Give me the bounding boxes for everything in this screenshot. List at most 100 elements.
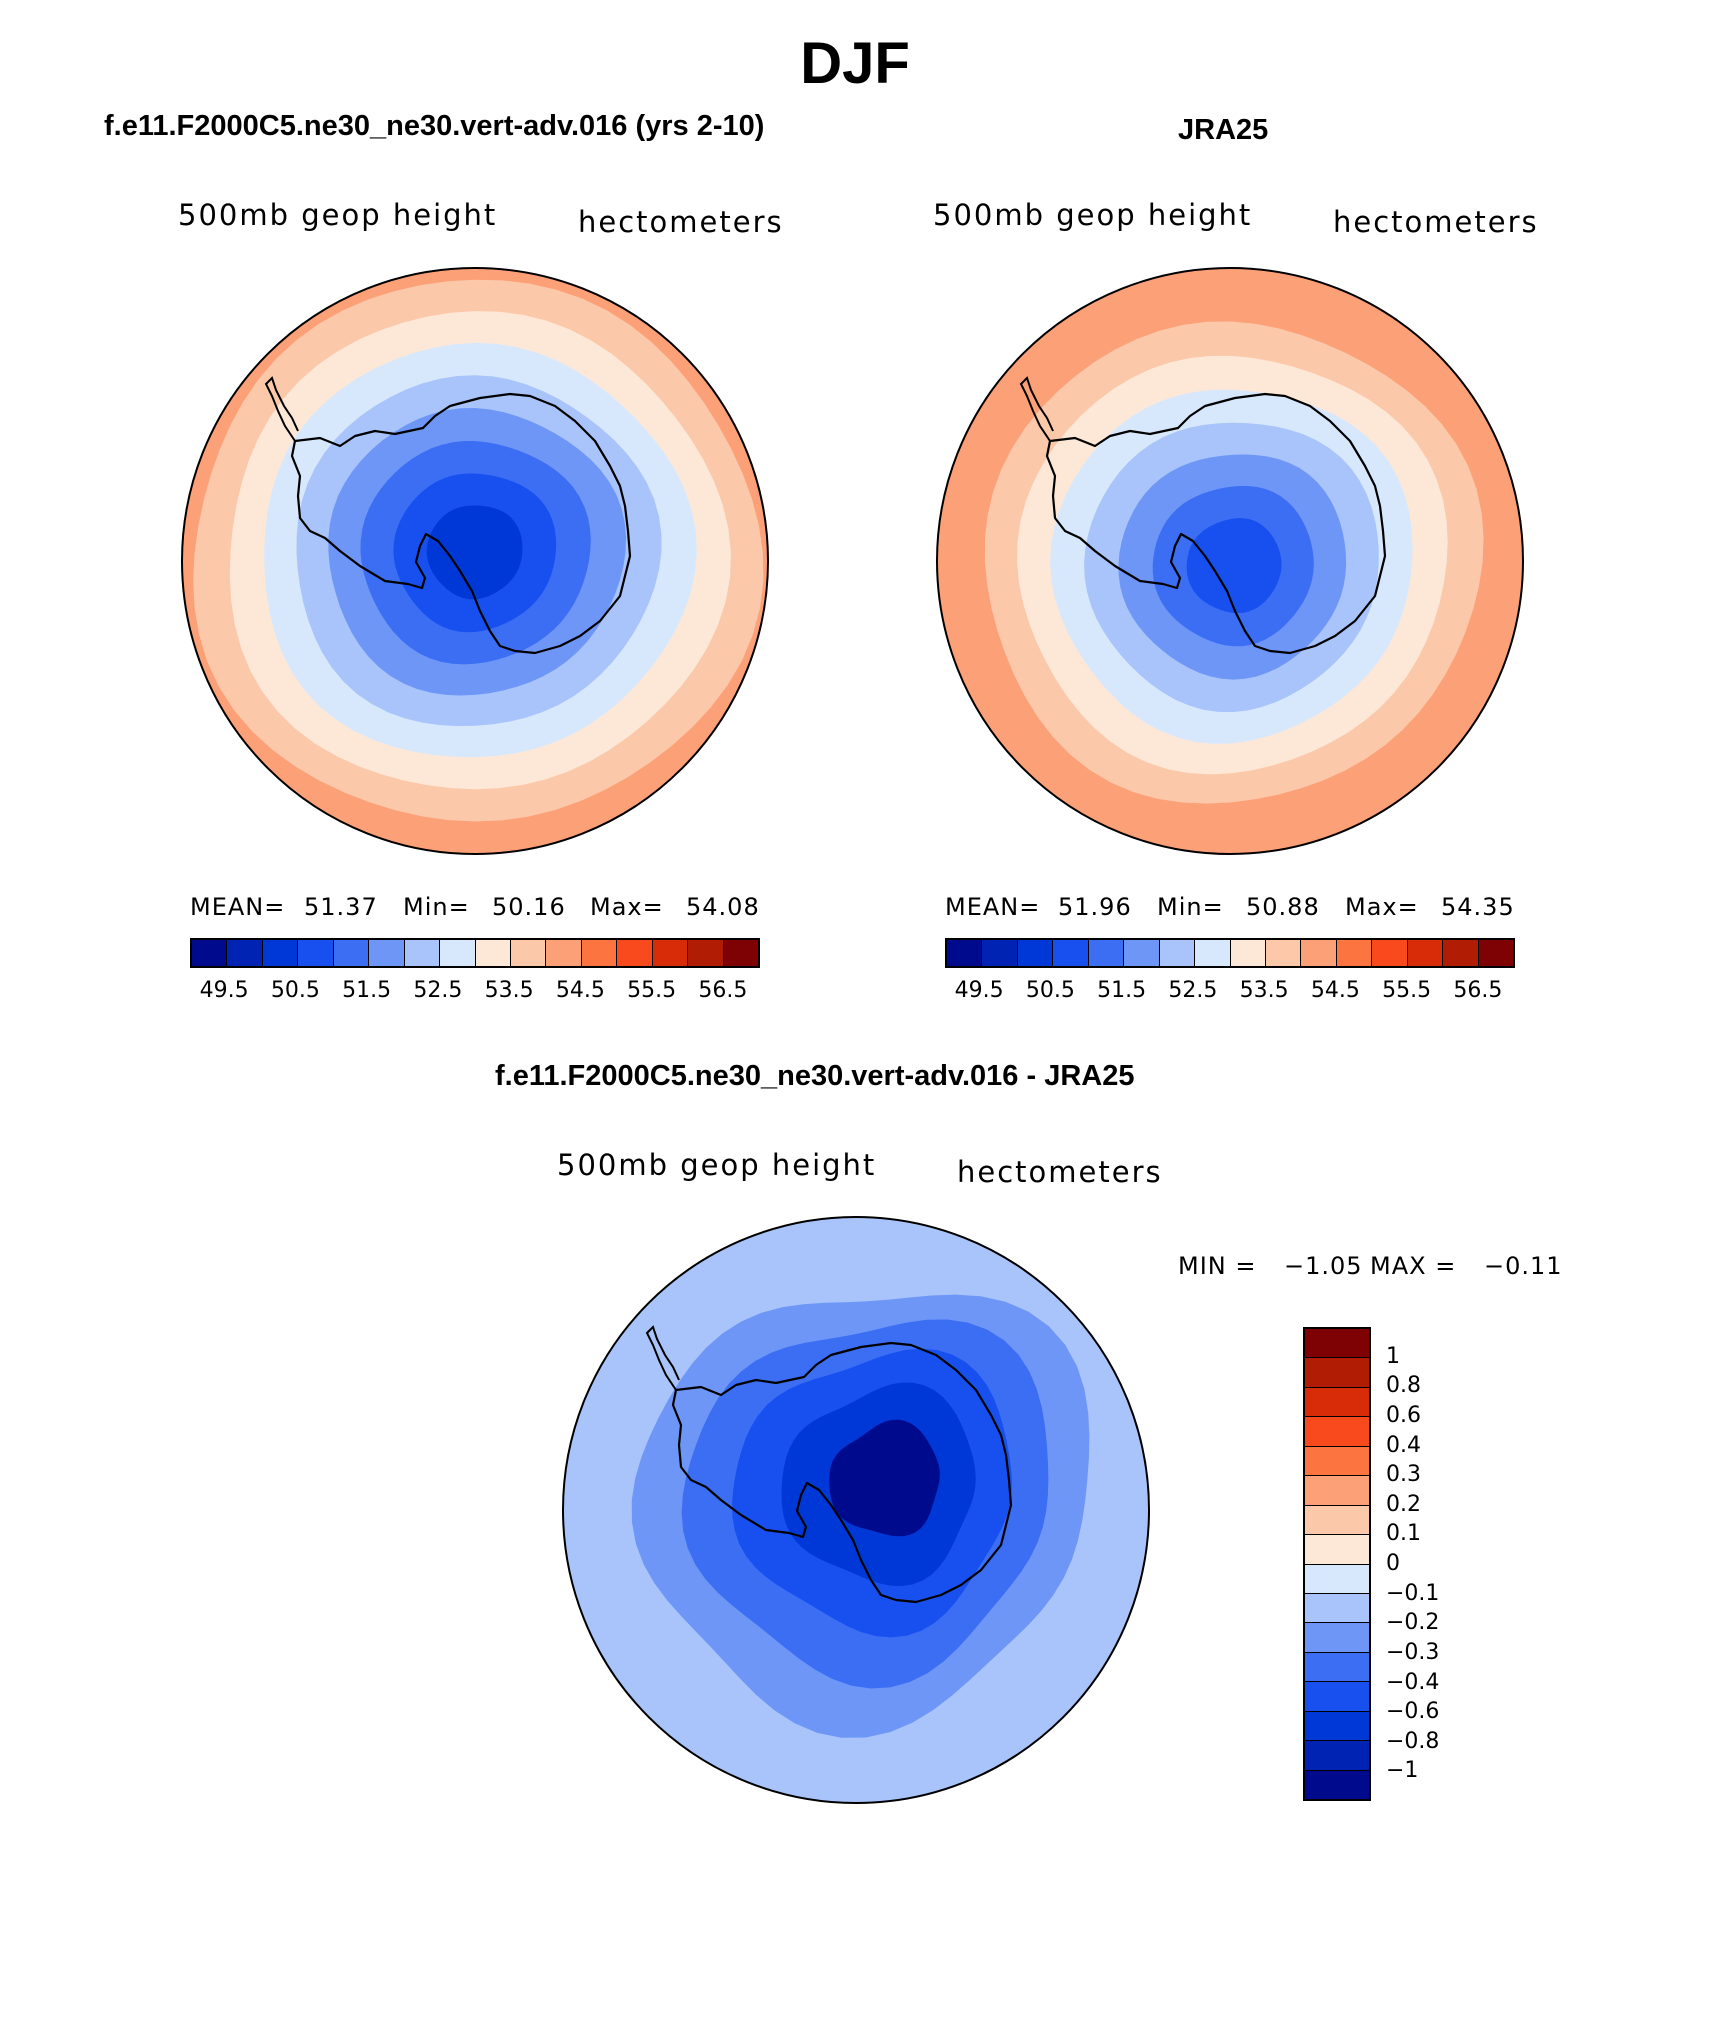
panel2-min-value: 50.88 [1246, 893, 1320, 921]
colorbar-cell [1305, 1563, 1369, 1593]
panel3-max-label: MAX = [1370, 1252, 1457, 1280]
colorbar-tick-label: −0.3 [1386, 1639, 1440, 1665]
colorbar-tick-label: 0.2 [1386, 1491, 1421, 1517]
panel1-min-value: 50.16 [492, 893, 566, 921]
panel2-colorbar [945, 938, 1515, 968]
colorbar-cell [298, 940, 334, 966]
colorbar-cell [1305, 1769, 1369, 1799]
peninsula-coastline [645, 1325, 680, 1391]
colorbar-cell [617, 940, 653, 966]
colorbar-tick-label: 51.5 [1097, 978, 1147, 1003]
field-contour-50.88 [1186, 518, 1282, 614]
panel2-left-label: 500mb geop height [933, 198, 1253, 232]
colorbar-cell [1305, 1475, 1369, 1505]
panel3-max-value: −0.11 [1484, 1252, 1563, 1280]
colorbar-tick-label: 55.5 [627, 978, 677, 1003]
colorbar-cell [652, 940, 689, 966]
antarctica-coastline [1045, 392, 1387, 655]
panel2-units-label: hectometers [1333, 205, 1539, 239]
colorbar-cell [262, 940, 299, 966]
colorbar-cell [1305, 1651, 1369, 1682]
colorbar-tick-label: 0.6 [1386, 1402, 1421, 1428]
colorbar-tick-label: 0.1 [1386, 1521, 1421, 1547]
colorbar-cell [1443, 940, 1479, 966]
colorbar-cell [1017, 940, 1054, 966]
colorbar-tick-label: 52.5 [1168, 978, 1218, 1003]
colorbar-cell [1336, 940, 1373, 966]
colorbar-cell [1305, 1740, 1369, 1770]
panel1-title: f.e11.F2000C5.ne30_ne30.vert-adv.016 (yr… [104, 110, 765, 142]
panel1-max-label: Max= [590, 893, 664, 921]
colorbar-tick-label: 56.5 [1453, 978, 1503, 1003]
field-contour-50.16 [426, 505, 523, 600]
colorbar-cell [1305, 1416, 1369, 1446]
colorbar-tick-label: −1 [1386, 1758, 1419, 1784]
colorbar-tick-label: 0.8 [1386, 1373, 1421, 1399]
colorbar-cell [581, 940, 618, 966]
colorbar-cell [546, 940, 582, 966]
panel2-min-label: Min= [1157, 893, 1224, 921]
colorbar-tick-label: 54.5 [555, 978, 605, 1003]
map-frame [562, 1216, 1150, 1804]
colorbar-cell [1305, 1681, 1369, 1711]
colorbar-tick-label: 54.5 [1310, 978, 1360, 1003]
panel3-title: f.e11.F2000C5.ne30_ne30.vert-adv.016 - J… [495, 1060, 1135, 1092]
panel3-units-label: hectometers [957, 1155, 1163, 1189]
colorbar-tick-label: 55.5 [1382, 978, 1432, 1003]
antarctica-coastline [671, 1341, 1013, 1604]
colorbar-cell [1305, 1329, 1369, 1358]
panel1-map [181, 267, 769, 855]
colorbar-cell [1053, 940, 1089, 966]
colorbar-cell [723, 940, 758, 966]
colorbar-tick-label: 50.5 [270, 978, 320, 1003]
colorbar-cell [982, 940, 1018, 966]
panel3-left-label: 500mb geop height [557, 1148, 877, 1182]
colorbar-cell [688, 940, 724, 966]
panel2-mean-value: 51.96 [1058, 893, 1132, 921]
panel2-map [936, 267, 1524, 855]
colorbar-cell [510, 940, 547, 966]
colorbar-cell [192, 940, 228, 966]
colorbar-cell [1305, 1622, 1369, 1652]
colorbar-cell [947, 940, 983, 966]
colorbar-tick-label: 0.4 [1386, 1432, 1421, 1458]
colorbar-cell [227, 940, 263, 966]
colorbar-cell [1230, 940, 1266, 966]
panel2-mean-label: MEAN= [945, 893, 1041, 921]
colorbar-cell [1305, 1710, 1369, 1741]
colorbar-tick-label: −0.2 [1386, 1610, 1440, 1636]
antarctica-coastline [290, 392, 632, 655]
colorbar-tick-label: −0.8 [1386, 1728, 1440, 1754]
colorbar-cell [1305, 1504, 1369, 1535]
panel2-max-value: 54.35 [1441, 893, 1515, 921]
colorbar-cell [1305, 1592, 1369, 1623]
colorbar-tick-label: 49.5 [199, 978, 249, 1003]
colorbar-cell [440, 940, 476, 966]
colorbar-tick-label: −0.1 [1386, 1580, 1440, 1606]
colorbar-cell [1195, 940, 1231, 966]
colorbar-cell [1265, 940, 1302, 966]
panel3-map [562, 1216, 1150, 1804]
colorbar-tick-label: 53.5 [484, 978, 534, 1003]
map-frame [181, 267, 769, 855]
panel1-units-label: hectometers [578, 205, 784, 239]
colorbar-cell [1478, 940, 1513, 966]
colorbar-cell [475, 940, 511, 966]
panel3-min-label: MIN = [1178, 1252, 1257, 1280]
panel2-max-label: Max= [1345, 893, 1419, 921]
peninsula-coastline [264, 376, 299, 442]
colorbar-cell [1305, 1534, 1369, 1564]
panel2-title: JRA25 [1178, 114, 1269, 146]
colorbar-cell [1305, 1445, 1369, 1476]
panel1-colorbar [190, 938, 760, 968]
map-frame [936, 267, 1524, 855]
colorbar-tick-label: 52.5 [413, 978, 463, 1003]
colorbar-tick-label: 53.5 [1239, 978, 1289, 1003]
panel1-min-label: Min= [403, 893, 470, 921]
panel3-min-value: −1.05 [1284, 1252, 1363, 1280]
panel3-colorbar [1303, 1327, 1371, 1801]
colorbar-cell [1407, 940, 1444, 966]
panel1-max-value: 54.08 [686, 893, 760, 921]
colorbar-cell [1301, 940, 1337, 966]
colorbar-cell [1305, 1357, 1369, 1387]
